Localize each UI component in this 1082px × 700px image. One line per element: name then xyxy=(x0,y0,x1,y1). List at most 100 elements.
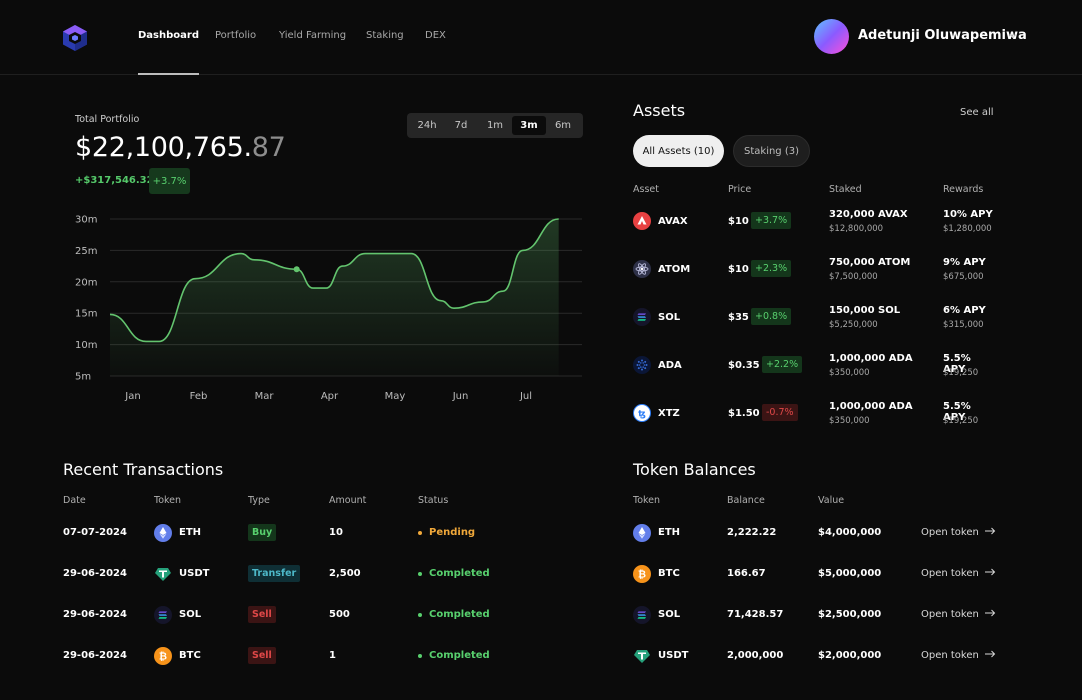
tx-date: 29-06-2024 xyxy=(63,609,127,620)
balance-row: USDT 2,000,000 $2,000,000 Open token xyxy=(633,647,998,667)
asset-row[interactable]: ꜩ XTZ $1.50 -0.7% 1,000,000 ADA $350,000 5.5% … xyxy=(633,401,993,440)
tab-all-assets[interactable]: All Assets (10) xyxy=(633,135,724,167)
asset-change-badge: +0.8% xyxy=(751,308,792,325)
range-3m-button[interactable]: 3m xyxy=(512,116,546,135)
tx-status-label: Completed xyxy=(429,650,490,661)
balance-token: SOL xyxy=(658,609,681,620)
asset-reward-usd: $315,000 xyxy=(943,320,984,330)
nav-staking-label: Staking xyxy=(366,30,404,41)
asset-price: $1.50 xyxy=(728,408,760,419)
chart-y-tick: 10m xyxy=(75,340,97,351)
arrow-right-icon xyxy=(984,568,996,579)
portfolio-label: Total Portfolio xyxy=(75,114,140,125)
tab-staking-assets[interactable]: Staking (3) xyxy=(733,135,810,167)
status-dot-icon xyxy=(418,530,422,535)
sol-icon xyxy=(633,606,651,624)
range-6m-button[interactable]: 6m xyxy=(554,120,572,131)
portfolio-value-main: $22,100,765. xyxy=(75,132,252,163)
svg-text:₿: ₿ xyxy=(638,569,646,581)
balance-token: USDT xyxy=(658,650,689,661)
chart-x-tick: Jul xyxy=(519,391,532,402)
see-all-link[interactable]: See all xyxy=(960,107,994,118)
open-token-label: Open token xyxy=(921,527,979,538)
open-token-button[interactable]: Open token xyxy=(921,650,996,661)
asset-staked-usd: $350,000 xyxy=(829,368,870,378)
open-token-button[interactable]: Open token xyxy=(921,609,996,620)
app-logo-icon[interactable] xyxy=(62,24,88,52)
nav-yield-farming-label: Yield Farming xyxy=(279,30,347,41)
assets-title: Assets xyxy=(633,101,686,120)
balance-value: $2,000,000 xyxy=(818,650,882,661)
asset-reward-usd: $19,250 xyxy=(943,368,979,378)
range-24h-button[interactable]: 24h xyxy=(417,120,437,131)
asset-reward: 5.5% APY xyxy=(943,401,971,423)
portfolio-gain-badge: +3.7% xyxy=(149,168,190,194)
tx-date: 07-07-2024 xyxy=(63,527,127,538)
tx-status: Completed xyxy=(418,568,490,579)
balance-amount: 2,222.22 xyxy=(727,527,777,538)
chart-x-tick: Jan xyxy=(124,391,140,402)
tx-amount: 500 xyxy=(329,609,350,620)
asset-row[interactable]: AVAX $10 +3.7% 320,000 AVAX $12,800,000 10% A… xyxy=(633,209,993,248)
asset-staked: 1,000,000 ADA xyxy=(829,401,913,412)
usdt-icon xyxy=(633,647,651,665)
asset-staked: 1,000,000 ADA xyxy=(829,353,913,364)
asset-row[interactable]: SOL $35 +0.8% 150,000 SOL $5,250,000 6% APY $3… xyxy=(633,305,993,344)
tx-type-badge: Sell xyxy=(248,647,276,664)
chart-highlight-point[interactable] xyxy=(293,266,300,273)
open-token-button[interactable]: Open token xyxy=(921,527,996,538)
range-7d-button[interactable]: 7d xyxy=(454,120,468,131)
asset-name: ATOM xyxy=(658,264,691,275)
open-token-button[interactable]: Open token xyxy=(921,568,996,579)
transaction-row[interactable]: 29-06-2024 SOL Sell 500 Completed xyxy=(63,606,543,626)
balances-title: Token Balances xyxy=(633,460,756,479)
tx-status: Pending xyxy=(418,527,475,538)
tx-col-type: Type xyxy=(248,495,270,506)
transaction-row[interactable]: 29-06-2024 USDT Transfer 2,500 Completed xyxy=(63,565,543,585)
ada-icon xyxy=(633,356,651,374)
tx-token: SOL xyxy=(179,609,202,620)
asset-row[interactable]: ADA $0.35 +2.2% 1,000,000 ADA $350,000 5.5% A… xyxy=(633,353,993,392)
asset-staked: 320,000 AVAX xyxy=(829,209,908,220)
tx-type-badge: Buy xyxy=(248,524,277,541)
tx-status: Completed xyxy=(418,650,490,661)
tx-token: BTC xyxy=(179,650,201,661)
portfolio-chart: 30m 25m 20m 15m 10m 5m Jan Feb Mar Apr May Jun Jul xyxy=(75,215,582,402)
svg-text:ꜩ: ꜩ xyxy=(638,409,646,419)
tx-col-date: Date xyxy=(63,495,86,506)
status-dot-icon xyxy=(418,571,422,576)
nav-yield-farming[interactable]: Yield Farming xyxy=(279,30,346,75)
user-avatar[interactable] xyxy=(814,19,849,54)
range-1m-button[interactable]: 1m xyxy=(486,120,504,131)
balance-amount: 2,000,000 xyxy=(727,650,784,661)
chart-y-tick: 25m xyxy=(75,246,97,257)
tx-amount: 1 xyxy=(329,650,336,661)
tx-amount: 10 xyxy=(329,527,343,538)
nav-portfolio[interactable]: Portfolio xyxy=(215,30,256,75)
chart-y-tick: 5m xyxy=(75,372,91,383)
nav-staking[interactable]: Staking xyxy=(366,30,404,75)
chart-x-tick: Mar xyxy=(255,391,275,402)
status-dot-icon xyxy=(418,653,422,658)
assets-col-rewards: Rewards xyxy=(943,184,984,195)
transaction-row[interactable]: 07-07-2024 ETH Buy 10 Pending xyxy=(63,524,543,544)
balance-token: ETH xyxy=(658,527,681,538)
nav-dex[interactable]: DEX xyxy=(425,30,446,75)
user-name[interactable]: Adetunji Oluwapemiwa xyxy=(858,28,1027,43)
nav-active-indicator xyxy=(138,73,199,75)
transaction-row[interactable]: 29-06-2024 ₿ BTC Sell 1 Completed xyxy=(63,647,543,667)
balance-amount: 71,428.57 xyxy=(727,609,784,620)
chart-x-tick: Jun xyxy=(452,391,469,402)
nav-dashboard[interactable]: Dashboard xyxy=(138,30,199,75)
assets-col-price: Price xyxy=(728,184,752,195)
chart-x-tick: Apr xyxy=(321,391,339,402)
asset-staked: 750,000 ATOM xyxy=(829,257,911,268)
asset-reward: 10% APY xyxy=(943,209,993,220)
asset-reward: 5.5% APY xyxy=(943,353,971,375)
asset-row[interactable]: ATOM $10 +2.3% 750,000 ATOM $7,500,000 9% APY… xyxy=(633,257,993,296)
tx-col-token: Token xyxy=(154,495,182,506)
asset-staked-usd: $7,500,000 xyxy=(829,272,878,282)
chevron-down-icon[interactable] xyxy=(1009,33,1017,39)
transactions-title: Recent Transactions xyxy=(63,460,224,479)
balance-row: ETH 2,222.22 $4,000,000 Open token xyxy=(633,524,998,544)
